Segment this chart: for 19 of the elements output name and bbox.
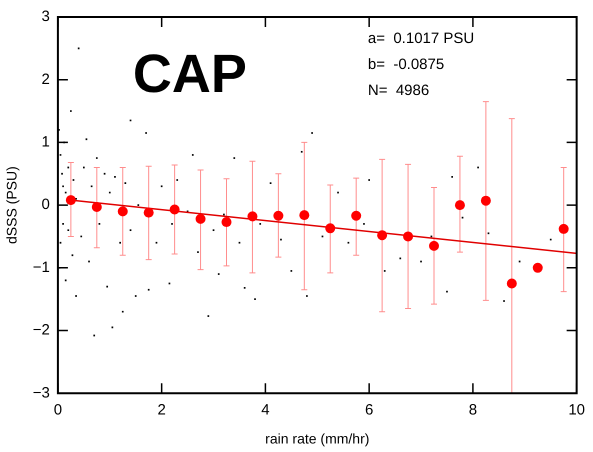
- x-tick-label: 8: [468, 401, 478, 418]
- y-axis-title: dSSS (PSU): [3, 166, 20, 244]
- y-tick-label: 3: [42, 8, 50, 26]
- y-tick-label: −2: [32, 322, 50, 339]
- y-tick-label: 1: [42, 134, 50, 151]
- annotation: a= 0.1017 PSU: [368, 30, 474, 48]
- annotation: N= 4986: [368, 82, 430, 100]
- y-tick-label: 2: [42, 70, 50, 88]
- annotation: CAP: [132, 44, 247, 104]
- y-tick-label: −1: [32, 258, 50, 276]
- x-tick-label: 10: [568, 401, 585, 418]
- x-tick-label: 6: [364, 401, 374, 418]
- y-tick-label: 0: [42, 196, 50, 214]
- y-tick-label: −3: [32, 384, 50, 402]
- x-tick-label: 2: [157, 401, 166, 418]
- annotation: b= -0.0875: [368, 56, 444, 74]
- x-tick-label: 0: [54, 401, 62, 418]
- x-axis-title: rain rate (mm/hr): [265, 430, 370, 446]
- x-tick-label: 4: [261, 401, 270, 418]
